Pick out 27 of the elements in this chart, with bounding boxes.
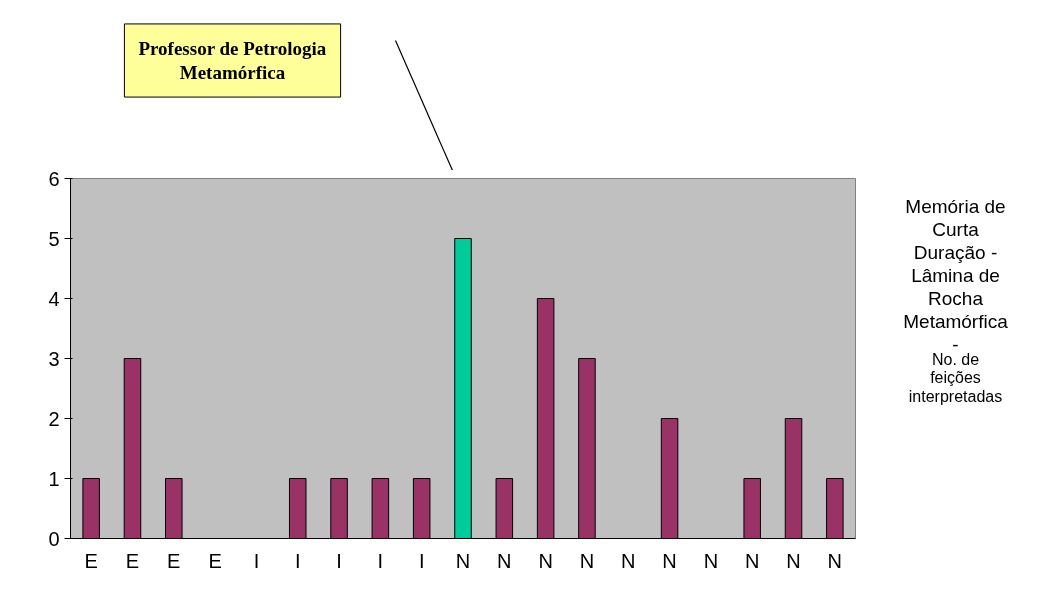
y-tick-label: 0 <box>48 527 60 550</box>
x-tick-label: I <box>253 549 260 572</box>
y-tick-label: 1 <box>48 467 60 490</box>
x-tick-label: E <box>208 549 222 572</box>
x-tick-label: I <box>336 549 342 572</box>
x-tick-label: I <box>418 549 425 572</box>
y-tick-label: 5 <box>48 227 60 250</box>
x-tick-label: E <box>84 549 98 572</box>
y-tick-label: 3 <box>48 347 60 370</box>
x-tick-label: N <box>455 549 471 572</box>
x-tick-label: N <box>662 549 677 572</box>
x-tick-label: N <box>497 549 512 572</box>
x-tick-label: I <box>377 549 384 572</box>
text: Professor de Petrologia Metamórfica <box>138 37 327 84</box>
x-tick-label: E <box>125 549 140 572</box>
x-tick-label: N <box>621 549 636 572</box>
y-tick-label: 6 <box>48 167 60 190</box>
y-tick-label: 4 <box>48 287 60 310</box>
x-tick-label: E <box>167 549 181 572</box>
x-tick-label: N <box>786 549 801 572</box>
x-tick-label: N <box>827 549 843 572</box>
x-tick-label: N <box>703 549 719 572</box>
x-tick-label: N <box>744 549 760 572</box>
y-tick-label: 2 <box>48 407 60 430</box>
x-tick-label: N <box>579 549 595 572</box>
x-tick-label: I <box>294 549 301 572</box>
x-tick-label: N <box>538 549 553 572</box>
